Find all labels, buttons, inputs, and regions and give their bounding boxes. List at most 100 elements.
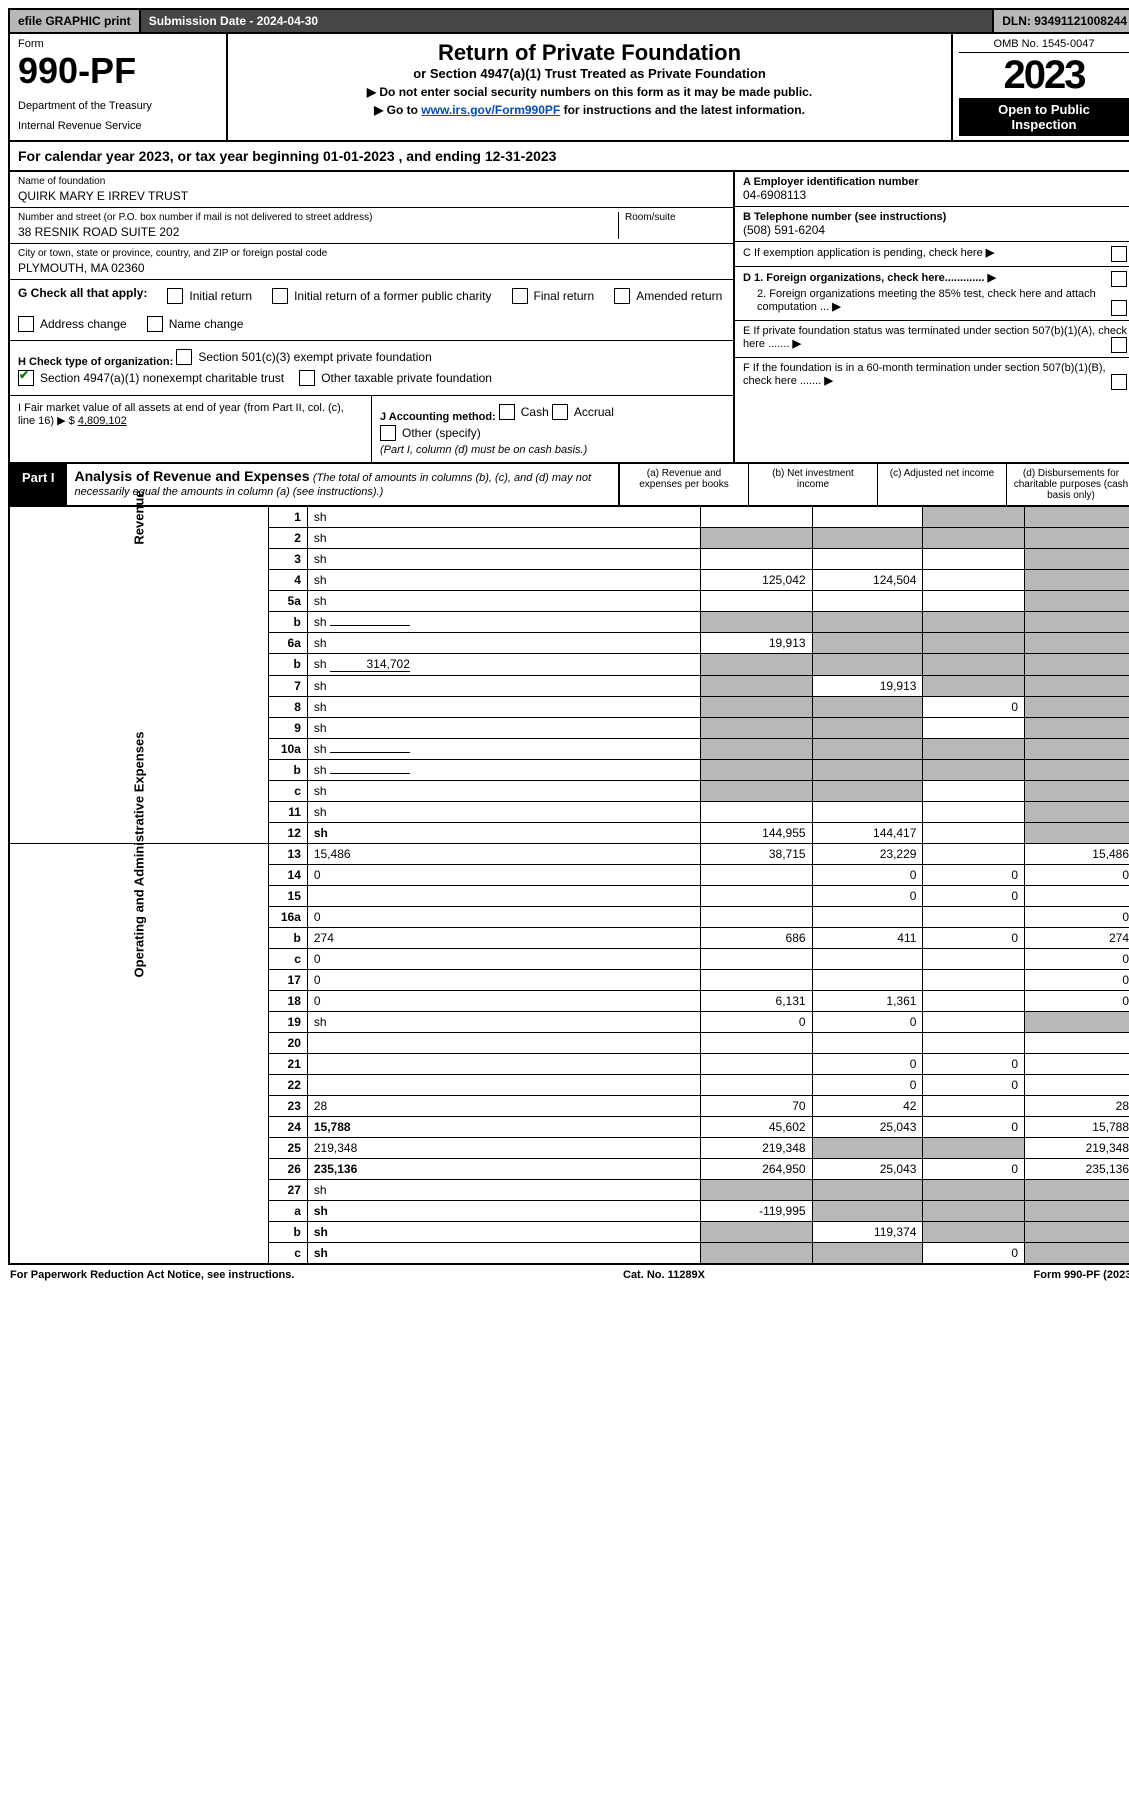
c-checkbox[interactable]	[1111, 246, 1127, 262]
amount-cell	[923, 570, 1025, 591]
amount-cell	[1025, 1222, 1129, 1243]
e-checkbox[interactable]	[1111, 337, 1127, 353]
amount-cell: 25,043	[812, 1159, 923, 1180]
line-number: 11	[268, 802, 307, 823]
amount-cell: 25,043	[812, 1117, 923, 1138]
j-other[interactable]: Other (specify)	[380, 425, 481, 441]
amount-cell: 119,374	[812, 1222, 923, 1243]
h-checkboxes: H Check type of organization: Section 50…	[10, 341, 733, 396]
d1-checkbox[interactable]	[1111, 271, 1127, 287]
line-desc: 0	[307, 865, 700, 886]
h-501c3[interactable]: Section 501(c)(3) exempt private foundat…	[176, 349, 431, 365]
amount-cell	[812, 654, 923, 676]
line-number: 7	[268, 676, 307, 697]
table-row: Revenue1sh	[9, 507, 1129, 528]
h-label: H Check type of organization:	[18, 356, 173, 368]
e-cell: E If private foundation status was termi…	[735, 321, 1129, 358]
amount-cell	[923, 528, 1025, 549]
line-desc: 15,486	[307, 844, 700, 865]
line-desc	[307, 1054, 700, 1075]
amount-cell	[1025, 718, 1129, 739]
line-number: 4	[268, 570, 307, 591]
amount-cell	[812, 1201, 923, 1222]
amount-cell: -119,995	[700, 1201, 812, 1222]
d2-checkbox[interactable]	[1111, 300, 1127, 316]
line-desc: sh 314,702	[307, 654, 700, 676]
ssn-warning: ▶ Do not enter social security numbers o…	[238, 85, 941, 99]
phone-value: (508) 591-6204	[743, 223, 1127, 237]
f-label: F If the foundation is in a 60-month ter…	[743, 362, 1106, 387]
amount-cell	[923, 970, 1025, 991]
f-checkbox[interactable]	[1111, 374, 1127, 390]
g-address-change[interactable]: Address change	[18, 316, 127, 332]
b-label: B Telephone number (see instructions)	[743, 211, 1127, 223]
g-final-return[interactable]: Final return	[512, 288, 595, 304]
efile-label: efile GRAPHIC print	[10, 10, 141, 32]
irs-link[interactable]: www.irs.gov/Form990PF	[421, 103, 560, 117]
g-checkboxes: G Check all that apply: Initial return I…	[10, 280, 733, 341]
column-headers: (a) Revenue and expenses per books (b) N…	[618, 464, 1129, 505]
line-desc: 28	[307, 1096, 700, 1117]
amount-cell: 28	[1025, 1096, 1129, 1117]
amount-cell	[700, 1243, 812, 1265]
line-number: a	[268, 1201, 307, 1222]
g-initial-return[interactable]: Initial return	[167, 288, 252, 304]
line-number: 25	[268, 1138, 307, 1159]
amount-cell	[812, 907, 923, 928]
amount-cell	[923, 591, 1025, 612]
revenue-expense-table: Revenue1sh2sh3sh4sh125,042124,5045ashbsh…	[8, 507, 1129, 1265]
amount-cell	[1025, 654, 1129, 676]
amount-cell	[700, 549, 812, 570]
amount-cell: 0	[923, 697, 1025, 718]
g-label: G Check all that apply:	[18, 286, 147, 306]
amount-cell	[923, 1033, 1025, 1054]
line-number: 27	[268, 1180, 307, 1201]
line-number: 17	[268, 970, 307, 991]
g-amended-return[interactable]: Amended return	[614, 288, 722, 304]
line-desc: sh	[307, 739, 700, 760]
amount-cell	[923, 1138, 1025, 1159]
line-desc	[307, 1075, 700, 1096]
g-initial-former[interactable]: Initial return of a former public charit…	[272, 288, 491, 304]
h-other-taxable[interactable]: Other taxable private foundation	[299, 370, 492, 386]
part1-tag: Part I	[10, 464, 67, 505]
line-number: 3	[268, 549, 307, 570]
amount-cell	[812, 591, 923, 612]
line-number: b	[268, 760, 307, 781]
amount-cell	[700, 1054, 812, 1075]
a-ein-cell: A Employer identification number 04-6908…	[735, 172, 1129, 207]
amount-cell: 0	[1025, 865, 1129, 886]
amount-cell	[923, 802, 1025, 823]
line-desc: sh	[307, 591, 700, 612]
line-number: 18	[268, 991, 307, 1012]
line-number: c	[268, 1243, 307, 1265]
amount-cell	[1025, 823, 1129, 844]
amount-cell	[700, 781, 812, 802]
amount-cell	[923, 1201, 1025, 1222]
amount-cell	[700, 949, 812, 970]
street-address: 38 RESNIK ROAD SUITE 202	[18, 225, 618, 239]
omb-number: OMB No. 1545-0047	[959, 38, 1129, 53]
line-desc: 274	[307, 928, 700, 949]
amount-cell	[812, 1138, 923, 1159]
c-label: C If exemption application is pending, c…	[743, 247, 983, 259]
line-number: 6a	[268, 633, 307, 654]
amount-cell	[1025, 549, 1129, 570]
col-a-header: (a) Revenue and expenses per books	[619, 464, 748, 505]
amount-cell	[812, 1243, 923, 1265]
amount-cell	[812, 760, 923, 781]
amount-cell	[700, 760, 812, 781]
amount-cell	[700, 886, 812, 907]
amount-cell: 38,715	[700, 844, 812, 865]
j-accrual[interactable]: Accrual	[552, 404, 614, 420]
g-name-change[interactable]: Name change	[147, 316, 244, 332]
entity-right-col: A Employer identification number 04-6908…	[733, 172, 1129, 462]
h-4947a1[interactable]: Section 4947(a)(1) nonexempt charitable …	[18, 370, 284, 386]
amount-cell: 274	[1025, 928, 1129, 949]
d2-label: 2. Foreign organizations meeting the 85%…	[757, 288, 1096, 313]
amount-cell: 219,348	[700, 1138, 812, 1159]
j-cash[interactable]: Cash	[499, 404, 549, 420]
d1-label: D 1. Foreign organizations, check here..…	[743, 272, 984, 284]
amount-cell: 1,361	[812, 991, 923, 1012]
amount-cell: 0	[923, 1243, 1025, 1265]
